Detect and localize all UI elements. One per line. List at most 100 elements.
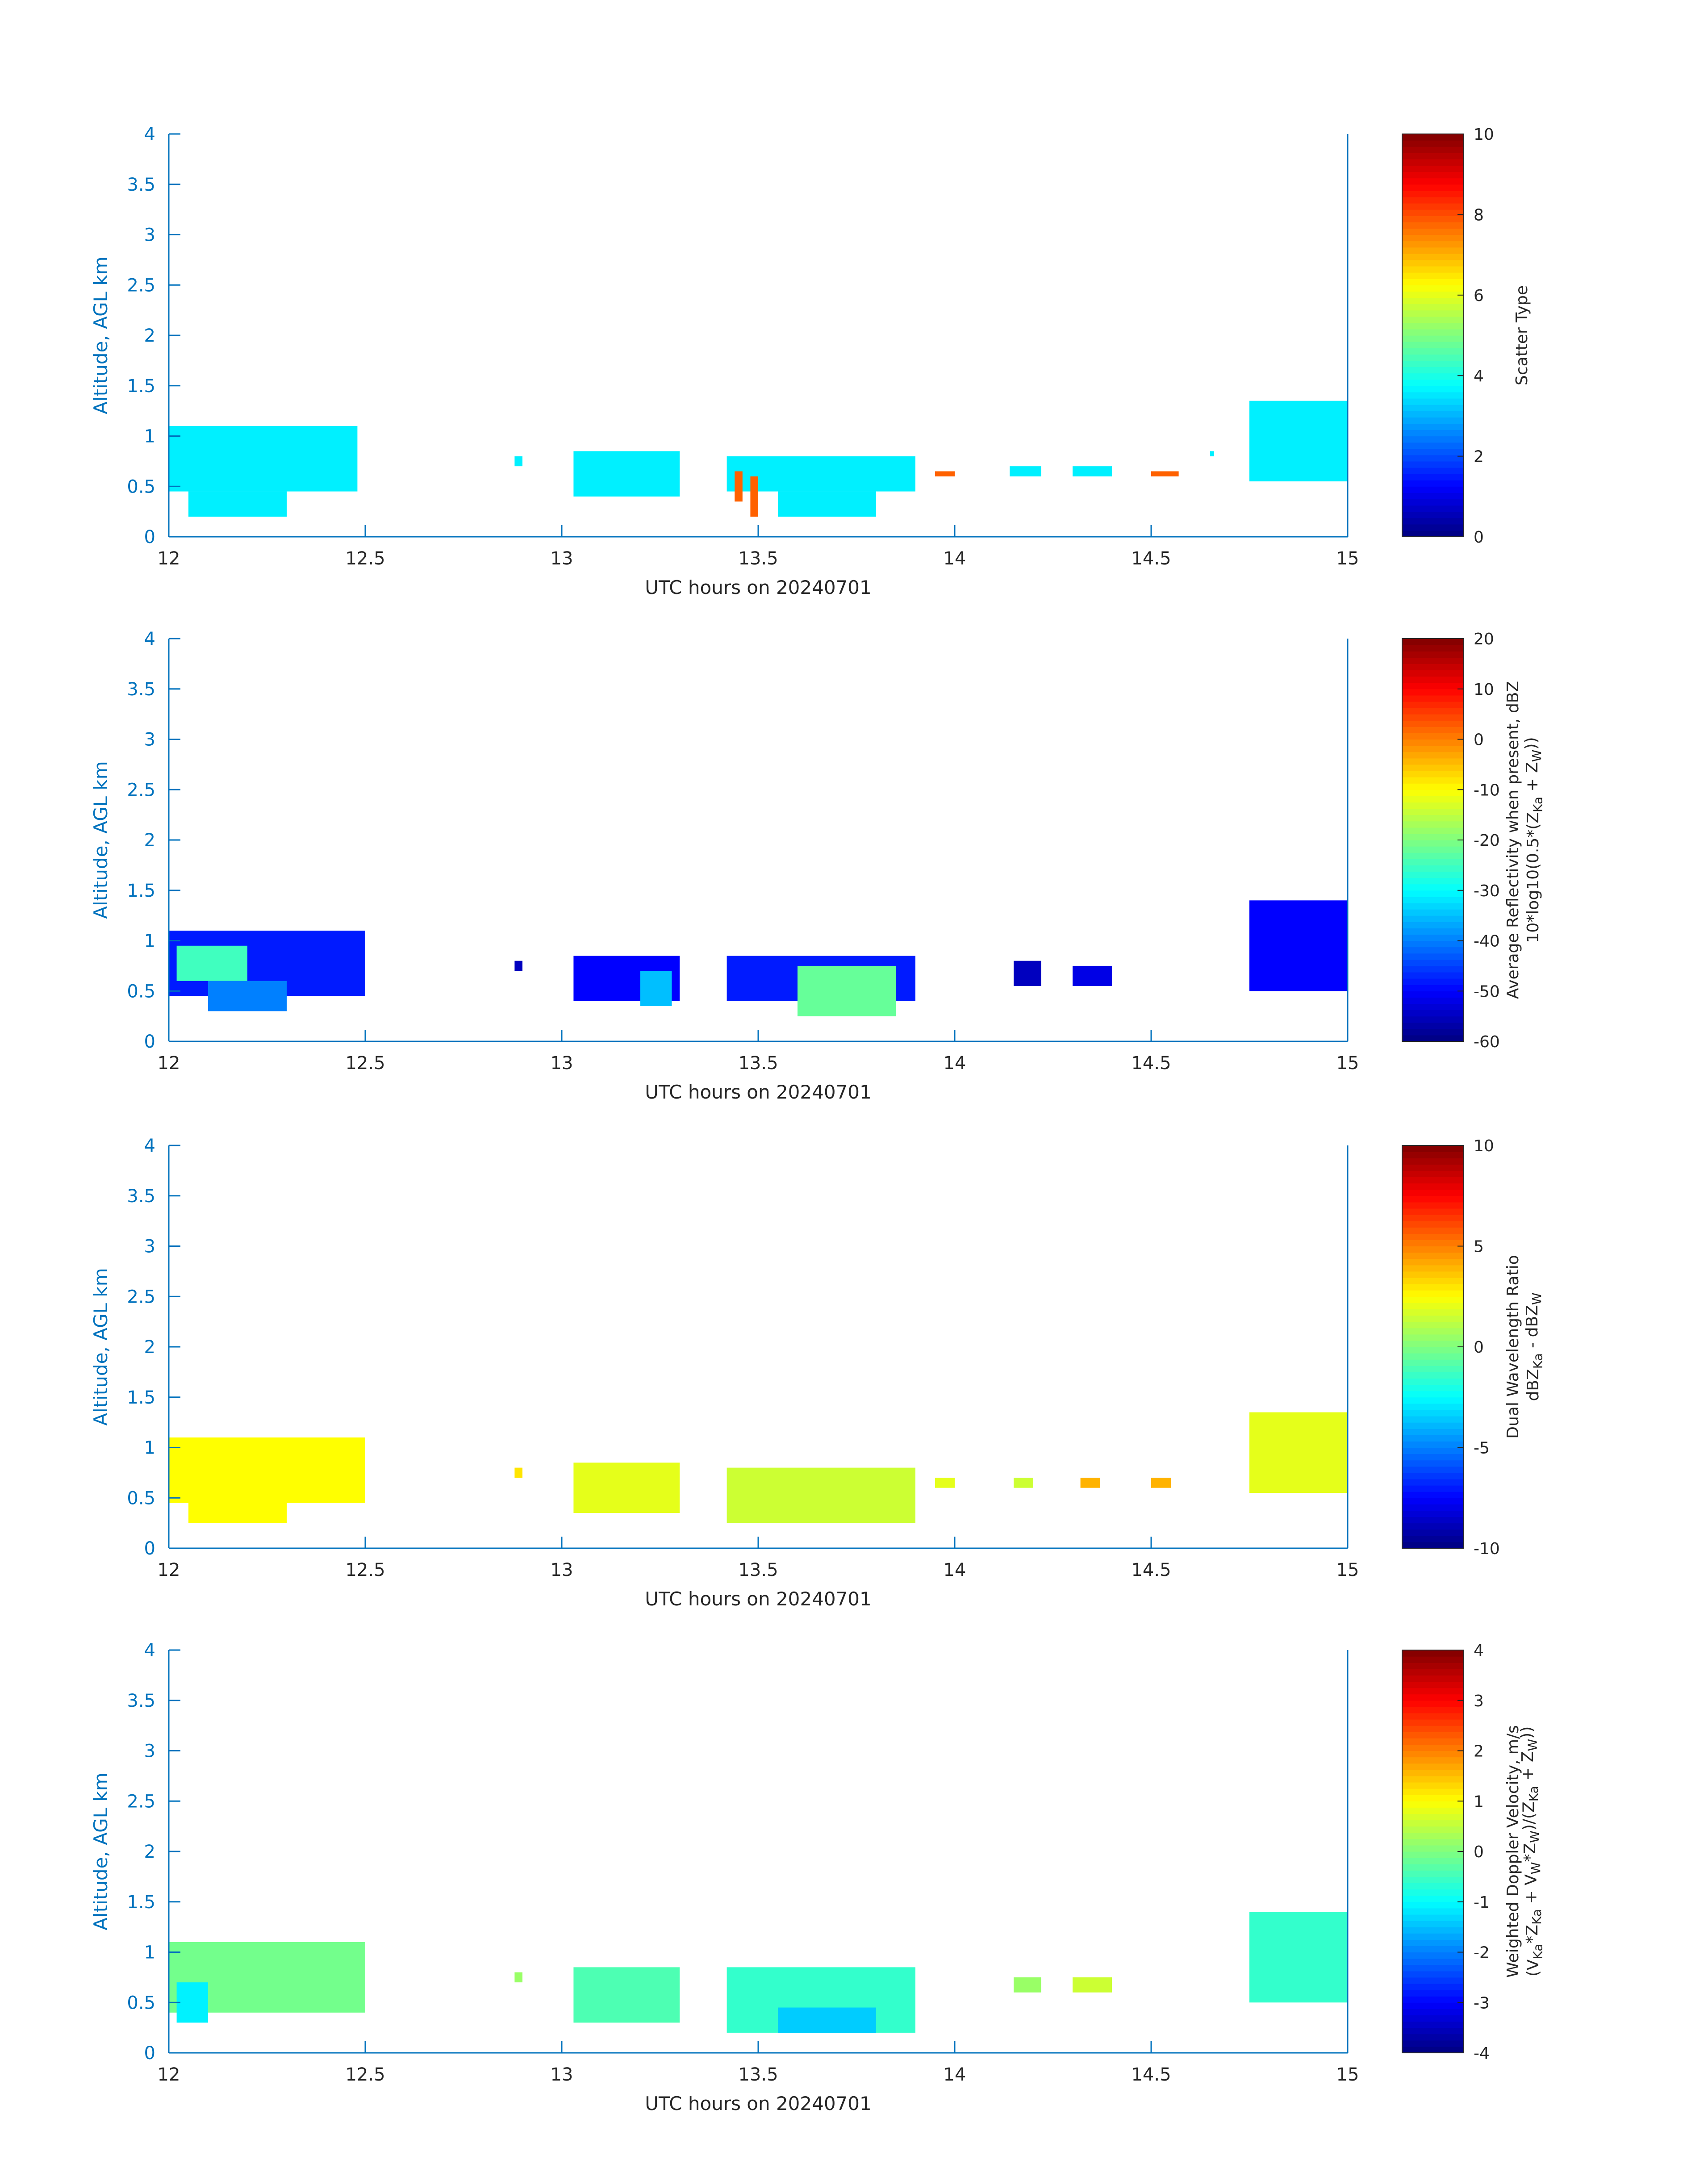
colorbar-segment xyxy=(1402,1535,1464,1542)
x-tick-label: 15 xyxy=(1336,2064,1359,2085)
colorbar-segment xyxy=(1402,1221,1464,1228)
data-cell xyxy=(169,426,358,492)
colorbar-segment xyxy=(1402,1265,1464,1272)
y-tick-label: 1 xyxy=(144,426,155,447)
colorbar-segment xyxy=(1402,1769,1464,1776)
colorbar-tick-label: 10 xyxy=(1474,125,1494,144)
colorbar-segment xyxy=(1402,2009,1464,2016)
x-tick-label: 14.5 xyxy=(1131,548,1171,569)
x-tick-label: 14 xyxy=(944,1053,966,1074)
colorbar-segment xyxy=(1402,1227,1464,1234)
colorbar-segment xyxy=(1402,178,1464,185)
colorbar-segment xyxy=(1402,1246,1464,1253)
colorbar-label: Dual Wavelength Ratio dBZKa - dBZW xyxy=(1504,1255,1545,1438)
x-tick-label: 12 xyxy=(158,1560,180,1580)
colorbar-segment xyxy=(1402,1429,1464,1435)
colorbar-segment xyxy=(1402,1492,1464,1498)
colorbar-segment xyxy=(1402,1441,1464,1448)
colorbar-segment xyxy=(1402,405,1464,411)
colorbar: -10 -5 0 5 10 Dual Wavelength Ratio dBZKa - dB… xyxy=(1402,1137,1545,1558)
y-tick-label: 1 xyxy=(144,1438,155,1458)
y-tick-label: 1 xyxy=(144,931,155,952)
colorbar-segment xyxy=(1402,827,1464,834)
colorbar-segment xyxy=(1402,733,1464,740)
colorbar-segment xyxy=(1402,1795,1464,1801)
colorbar-segment xyxy=(1402,1839,1464,1846)
colorbar-segment xyxy=(1402,1022,1464,1029)
data-cell xyxy=(188,1503,287,1523)
colorbar-segment xyxy=(1402,1158,1464,1165)
colorbar-segment xyxy=(1402,398,1464,405)
colorbar-segment xyxy=(1402,272,1464,279)
y-tick-label: 0 xyxy=(144,1032,155,1052)
colorbar-segment xyxy=(1402,1271,1464,1278)
data-cell xyxy=(935,1478,955,1488)
y-tick-label: 1.5 xyxy=(127,376,155,397)
colorbar-tick-label: -50 xyxy=(1474,982,1500,1001)
colorbar-segment xyxy=(1402,253,1464,260)
colorbar-segment xyxy=(1402,657,1464,664)
colorbar-segment xyxy=(1402,1895,1464,1902)
colorbar-segment xyxy=(1402,196,1464,204)
colorbar-tick-label: 2 xyxy=(1474,1742,1484,1761)
colorbar-segment xyxy=(1402,1454,1464,1461)
colorbar: -60 -50 -40 -30 -20 -10 0 10 20 Average Reflectiv… xyxy=(1402,630,1545,1051)
colorbar-tick-label: -30 xyxy=(1474,882,1500,900)
colorbar-segment xyxy=(1402,1914,1464,1921)
y-tick-label: 0.5 xyxy=(127,1993,155,2013)
colorbar-segment xyxy=(1402,285,1464,292)
data-cell xyxy=(176,945,247,981)
colorbar-segment xyxy=(1402,1366,1464,1372)
colorbar-segment xyxy=(1402,1883,1464,1890)
colorbar-segment xyxy=(1402,840,1464,847)
data-cell xyxy=(1014,961,1041,986)
colorbar-segment xyxy=(1402,1706,1464,1713)
y-tick-label: 2.5 xyxy=(127,780,155,800)
colorbar-segment xyxy=(1402,1958,1464,1965)
y-axis-label: Altitude, AGL km xyxy=(90,1772,112,1930)
data-cell xyxy=(1249,1412,1348,1493)
colorbar-segment xyxy=(1402,1845,1464,1852)
colorbar-segment xyxy=(1402,639,1464,645)
colorbar-segment xyxy=(1402,524,1464,531)
colorbar-segment xyxy=(1402,676,1464,683)
colorbar-segment xyxy=(1402,165,1464,172)
colorbar-segment xyxy=(1402,745,1464,752)
colorbar-segment xyxy=(1402,922,1464,928)
colorbar-tick-label: 5 xyxy=(1474,1238,1484,1256)
colorbar-tick-label: -60 xyxy=(1474,1033,1500,1051)
colorbar-segment xyxy=(1402,1990,1464,1997)
colorbar-segment xyxy=(1402,1952,1464,1959)
colorbar-segment xyxy=(1402,1921,1464,1927)
chart-panel-2: 0 0.5 1 1.5 2 2.5 3 3.5 4 12 12.5 13 13.5 14 14.5 15 UTC… xyxy=(90,629,1545,1103)
colorbar-segment xyxy=(1402,777,1464,784)
data-cell xyxy=(640,971,672,1007)
colorbar-tick-label: 2 xyxy=(1474,448,1484,466)
colorbar-segment xyxy=(1402,455,1464,462)
colorbar-segment xyxy=(1402,461,1464,468)
y-tick-label: 2 xyxy=(144,830,155,851)
x-tick-label: 13.5 xyxy=(738,1053,778,1074)
colorbar-segment xyxy=(1402,1726,1464,1732)
data-cell xyxy=(514,1972,522,1983)
colorbar-tick-label: -5 xyxy=(1474,1439,1490,1458)
colorbar-segment xyxy=(1402,1681,1464,1688)
colorbar-segment xyxy=(1402,530,1464,537)
y-tick-label: 2 xyxy=(144,1337,155,1358)
colorbar-segment xyxy=(1402,1460,1464,1467)
colorbar-segment xyxy=(1402,708,1464,715)
colorbar-segment xyxy=(1402,279,1464,285)
colorbar-segment xyxy=(1402,1315,1464,1322)
colorbar-segment xyxy=(1402,348,1464,355)
colorbar-segment xyxy=(1402,1177,1464,1184)
colorbar-segment xyxy=(1402,1016,1464,1023)
colorbar-segment xyxy=(1402,934,1464,941)
x-tick-label: 15 xyxy=(1336,1560,1359,1580)
colorbar-segment xyxy=(1402,1328,1464,1335)
x-axis-label: UTC hours on 20240701 xyxy=(645,2093,872,2114)
y-tick-label: 3 xyxy=(144,1237,155,1257)
colorbar-tick-label: 6 xyxy=(1474,287,1484,305)
x-tick-label: 14 xyxy=(944,548,966,569)
